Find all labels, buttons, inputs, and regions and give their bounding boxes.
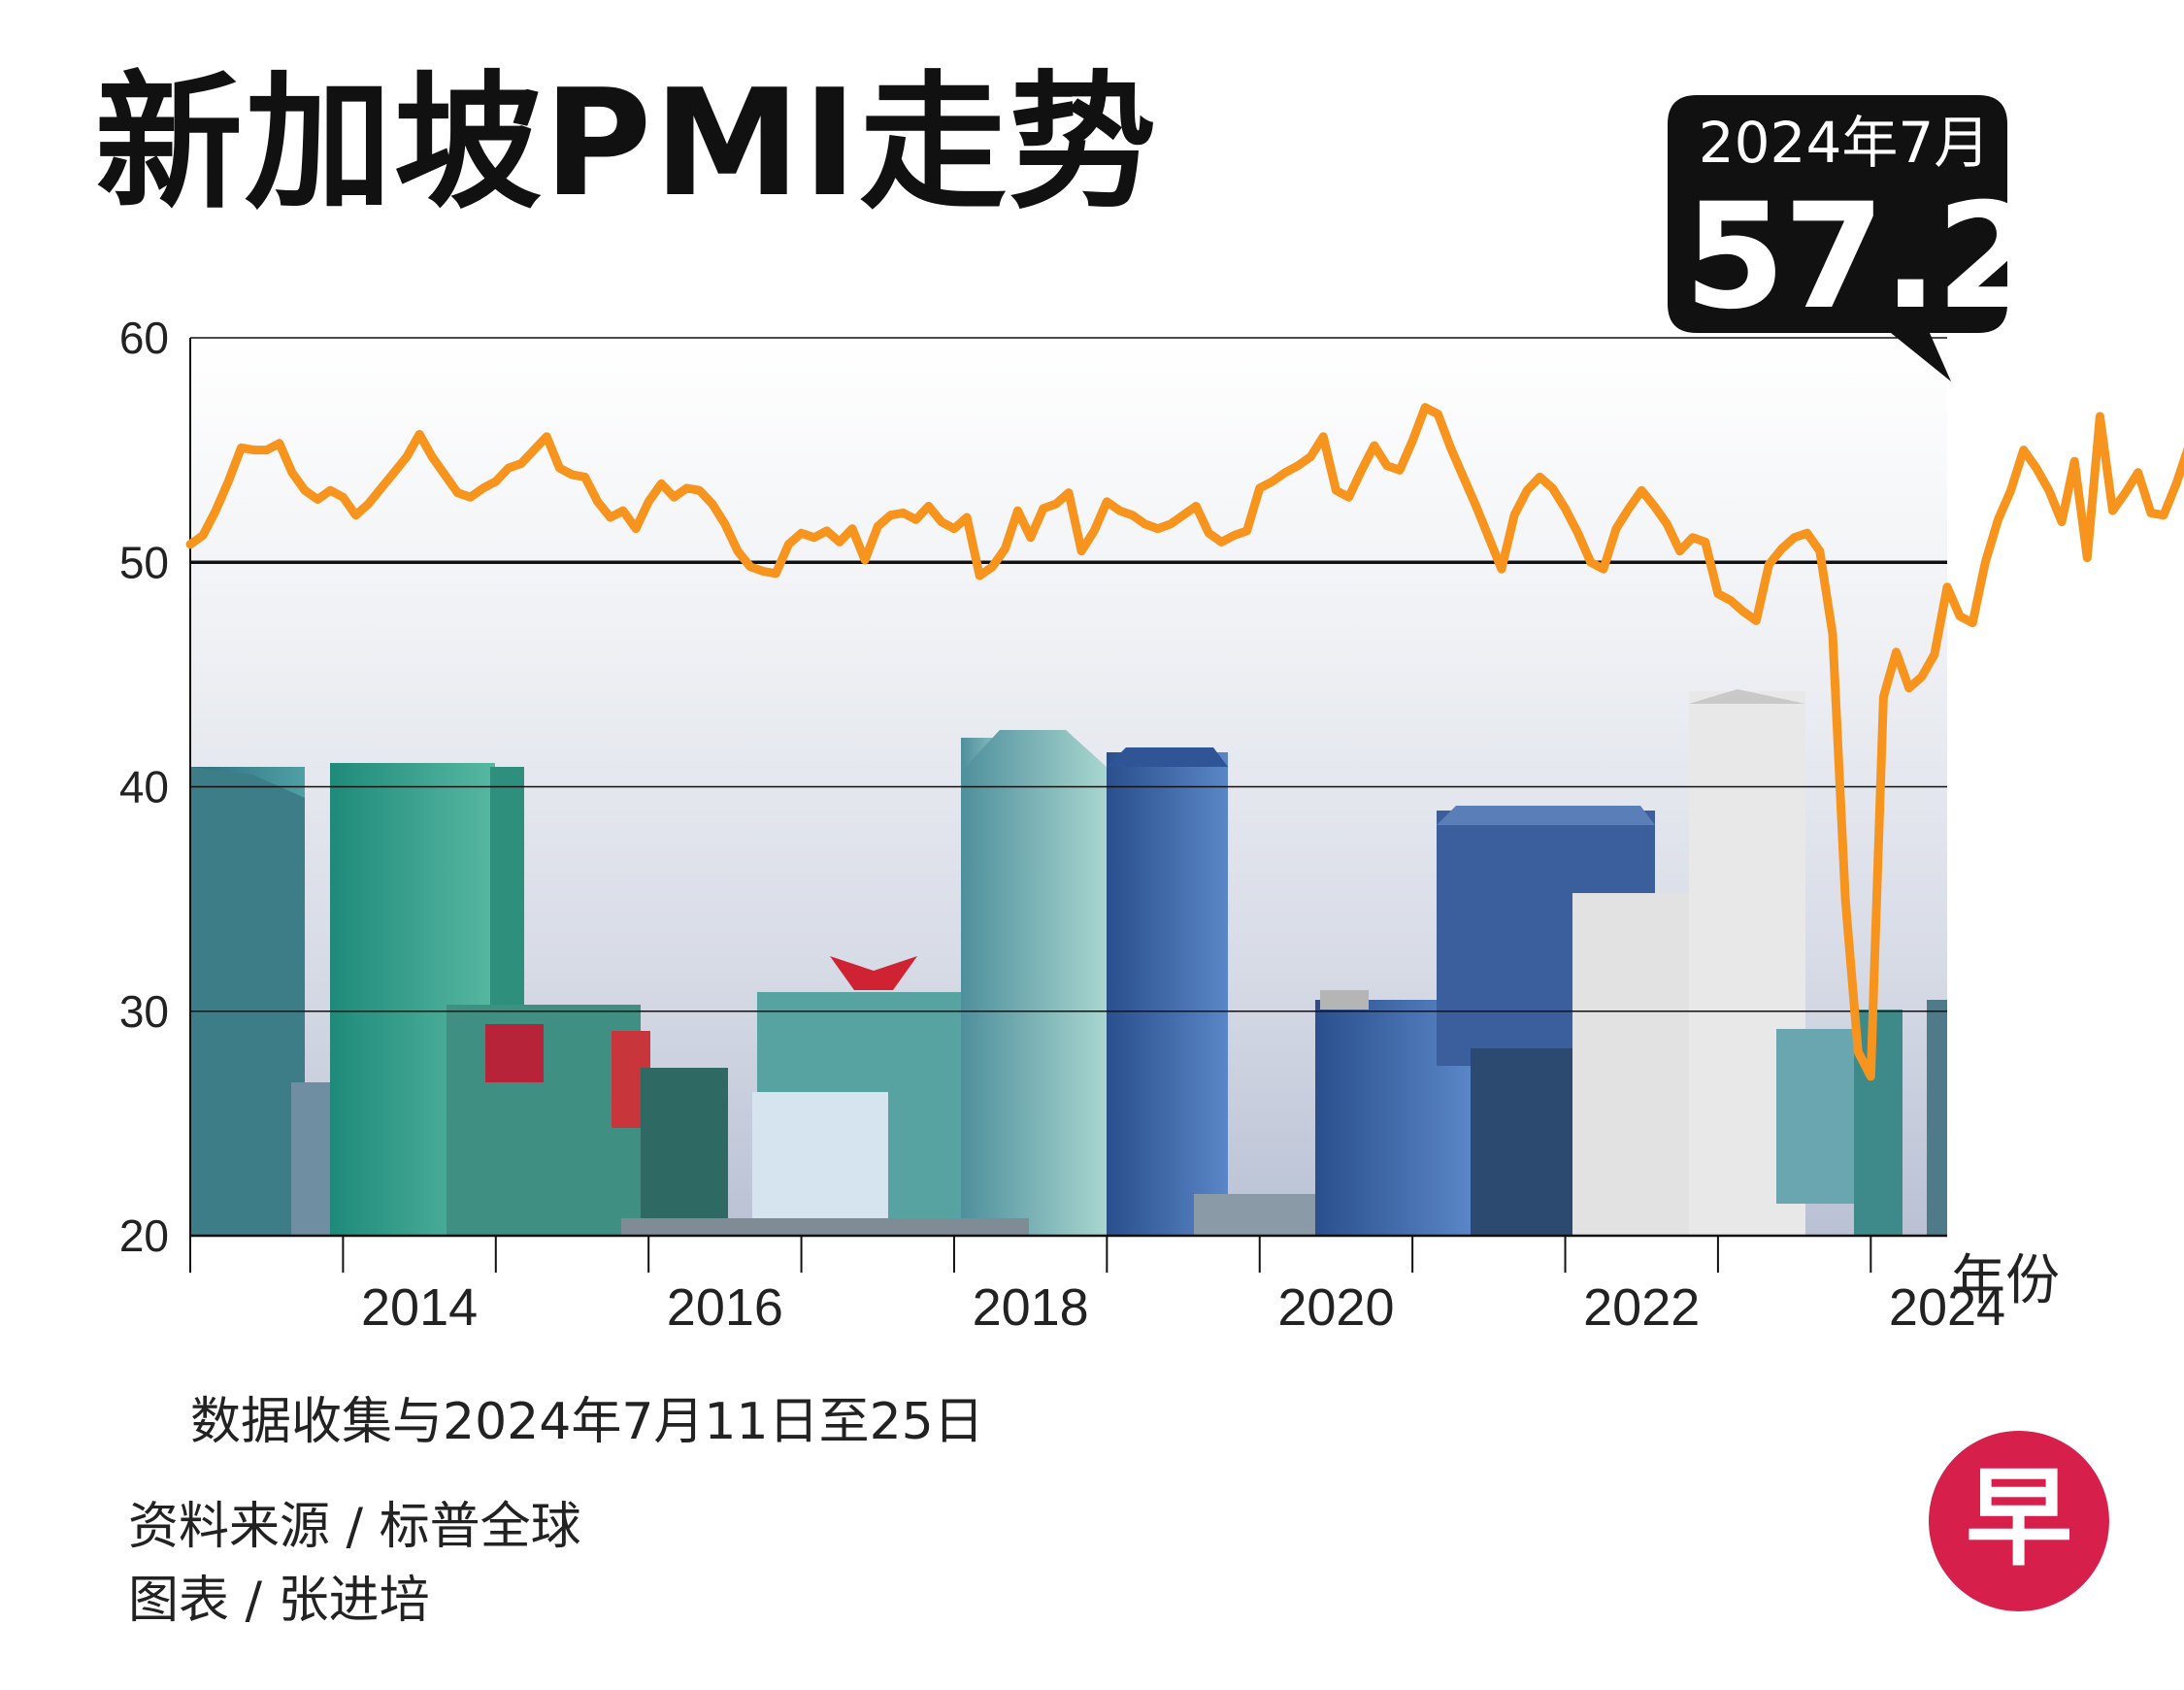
y-tick-label-30: 30 <box>119 986 169 1037</box>
x-tick-label-2018: 2018 <box>973 1278 1089 1337</box>
series-line-0 <box>185 403 2184 1081</box>
zaobao-logo: 早 <box>1929 1431 2109 1611</box>
x-tick-label-2020: 2020 <box>1277 1278 1394 1337</box>
chart-credit: 图表 / 张进培 <box>128 1572 430 1630</box>
skyline-background-image <box>190 689 1947 1236</box>
x-axis: 2014 2016 2018 2020 2022 2024 <box>189 1234 2005 1337</box>
series-group <box>185 403 2184 1081</box>
chart-title: 新加坡PMI走势 <box>95 57 1159 229</box>
callout-value: 57.2 <box>1684 173 2037 342</box>
y-tick-label-50: 50 <box>119 537 169 587</box>
y-tick-label-40: 40 <box>119 762 169 812</box>
latest-value-callout <box>1668 95 2007 381</box>
y-tick-label-60: 60 <box>119 313 169 363</box>
logo-glyph: 早 <box>1966 1456 2072 1580</box>
source-credit: 资料来源 / 标普全球 <box>128 1498 581 1556</box>
callout-date: 2024年7月 <box>1698 110 1991 176</box>
x-tick-label-2022: 2022 <box>1583 1278 1700 1337</box>
y-tick-label-20: 20 <box>119 1210 169 1261</box>
x-tick-label-2016: 2016 <box>667 1278 783 1337</box>
y-axis: 20 30 40 50 60 <box>119 313 191 1273</box>
x-axis-unit-label: 年份 <box>1951 1249 2060 1312</box>
x-tick-label-2024: 2024 <box>1889 1278 2005 1337</box>
data-collection-note: 数据收集与2024年7月11日至25日 <box>190 1393 984 1451</box>
x-tick-label-2014: 2014 <box>361 1278 478 1337</box>
callout-bubble <box>1668 95 2007 381</box>
